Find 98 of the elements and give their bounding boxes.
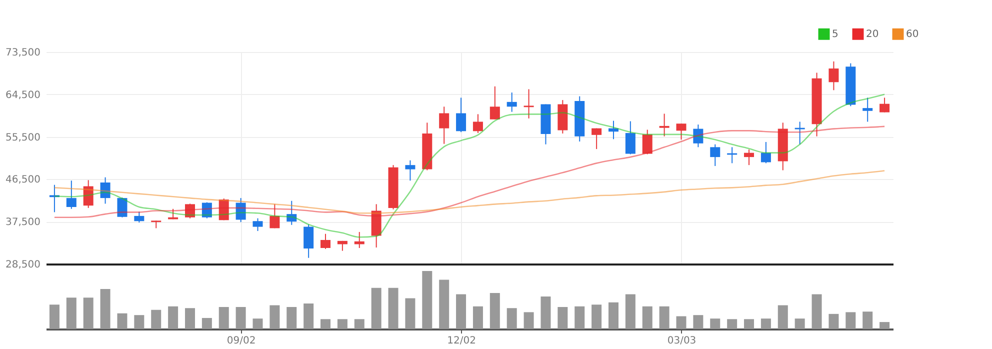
bar — [608, 302, 618, 329]
bar — [744, 319, 754, 329]
candlestick — [83, 180, 94, 208]
bar — [592, 304, 602, 329]
bar — [472, 306, 483, 329]
bar — [540, 296, 551, 329]
bar — [794, 318, 805, 329]
bar — [659, 306, 670, 329]
bar — [727, 319, 738, 329]
bar — [880, 322, 890, 329]
candlestick — [405, 160, 416, 182]
candlestick — [320, 233, 331, 250]
bar — [371, 288, 382, 329]
legend-label: 20 — [866, 29, 879, 40]
bar — [846, 312, 856, 329]
candlestick — [439, 106, 450, 144]
bar — [218, 306, 229, 329]
bar — [151, 310, 162, 329]
candlestick — [472, 114, 483, 134]
x-tick-label: 12/02 — [447, 336, 476, 346]
bar — [184, 308, 195, 329]
bar — [625, 294, 636, 329]
candlestick — [592, 128, 602, 150]
candlestick — [880, 97, 890, 113]
legend-label: 5 — [832, 29, 838, 40]
bar — [439, 280, 450, 329]
bar — [202, 318, 212, 329]
bar — [456, 294, 466, 329]
candlestick — [66, 180, 76, 210]
bar — [558, 306, 568, 329]
candlestick — [456, 97, 466, 133]
candlestick — [710, 144, 720, 167]
bar — [304, 303, 314, 329]
y-tick-label: 28,500 — [6, 260, 40, 270]
candlestick — [117, 197, 128, 218]
candlestick — [625, 120, 636, 155]
y-tick-label: 46,500 — [6, 174, 40, 186]
candlestick — [236, 198, 246, 223]
x-tick-label: 03/03 — [667, 336, 696, 346]
candlestick — [490, 86, 500, 120]
bar — [66, 298, 76, 329]
bar — [524, 312, 534, 329]
candlestick — [676, 123, 686, 140]
bar — [862, 312, 873, 329]
candlestick — [270, 204, 280, 229]
candlestick — [202, 202, 212, 219]
bar — [100, 288, 110, 329]
candlestick — [744, 149, 754, 166]
bar — [337, 319, 348, 329]
y-tick-label: 55,500 — [6, 132, 40, 144]
bar — [693, 315, 704, 329]
candlestick — [659, 113, 670, 137]
bar — [117, 313, 128, 329]
legend-label: 60 — [906, 29, 919, 40]
bar — [812, 294, 822, 329]
bar — [422, 271, 432, 329]
bar — [676, 316, 686, 329]
candlestick — [693, 124, 704, 148]
y-tick-label: 73,500 — [6, 48, 40, 58]
candlestick — [49, 184, 60, 213]
candlestick — [304, 224, 314, 258]
candlestick — [286, 200, 297, 226]
candlestick — [134, 211, 144, 224]
candlestick — [608, 120, 618, 140]
bar — [168, 306, 178, 329]
bar — [760, 318, 771, 329]
y-tick-label: 64,500 — [6, 90, 40, 101]
bar — [710, 318, 720, 329]
bar — [83, 298, 94, 329]
candlestick — [524, 88, 534, 119]
bar — [236, 306, 246, 329]
candlestick — [828, 60, 839, 91]
bar — [506, 308, 517, 329]
bar — [388, 288, 398, 329]
y-tick-label: 37,500 — [6, 217, 40, 228]
bar — [320, 319, 331, 329]
candlestick — [760, 141, 771, 164]
bar — [778, 305, 788, 329]
bar — [49, 304, 60, 329]
bar — [642, 306, 652, 329]
bar — [286, 306, 297, 329]
candlestick — [642, 129, 652, 155]
candlestick — [100, 176, 110, 204]
candlestick — [184, 203, 195, 219]
bar — [354, 319, 364, 329]
candlestick — [794, 121, 805, 145]
candlestick — [862, 97, 873, 122]
bar — [574, 306, 585, 329]
bar — [490, 293, 500, 329]
candlestick — [252, 218, 263, 232]
bar — [405, 298, 416, 329]
bar — [252, 318, 263, 329]
x-tick-label: 09/02 — [226, 336, 256, 346]
bar — [134, 315, 144, 329]
candlestick — [218, 198, 229, 221]
bar — [828, 314, 839, 329]
bar — [270, 305, 280, 329]
candlestick — [506, 92, 517, 112]
